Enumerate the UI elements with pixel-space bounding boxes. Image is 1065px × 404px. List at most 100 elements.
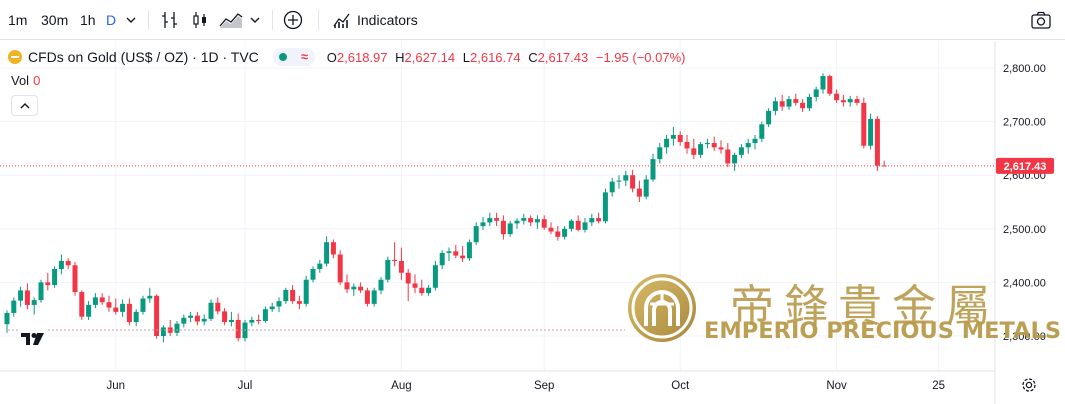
candle[interactable] [249, 316, 255, 327]
market-status-pill[interactable]: ≈ [272, 48, 315, 66]
candle[interactable] [426, 285, 432, 296]
candle[interactable] [473, 222, 479, 245]
candle[interactable] [766, 108, 772, 127]
interval-30m[interactable]: 30m [41, 12, 69, 28]
indicators-button[interactable]: Indicators [357, 12, 418, 28]
interval-1m[interactable]: 1m [8, 12, 28, 28]
candle[interactable] [262, 306, 268, 323]
candle[interactable] [643, 175, 649, 200]
candle[interactable] [310, 266, 316, 283]
candle[interactable] [181, 314, 187, 328]
chevron-down-icon[interactable] [250, 0, 260, 40]
candle[interactable] [677, 131, 683, 146]
candle[interactable] [779, 94, 785, 111]
candle[interactable] [834, 89, 840, 103]
candle[interactable] [487, 212, 493, 227]
indicators-icon[interactable] [332, 0, 352, 40]
chevron-down-icon[interactable] [126, 0, 136, 40]
candle[interactable] [521, 213, 527, 225]
candle[interactable] [344, 274, 350, 294]
compare-add-icon[interactable] [283, 0, 303, 40]
interval-1h[interactable]: 1h [80, 12, 96, 28]
candle[interactable] [460, 245, 466, 263]
candle[interactable] [378, 277, 384, 295]
candle[interactable] [276, 297, 282, 312]
candle[interactable] [800, 99, 806, 112]
candle[interactable] [732, 152, 738, 171]
candle[interactable] [228, 311, 234, 327]
candle[interactable] [52, 266, 58, 288]
candle[interactable] [330, 239, 336, 259]
candle[interactable] [215, 297, 221, 315]
candle[interactable] [568, 219, 574, 232]
candle[interactable] [194, 311, 200, 326]
candle[interactable] [283, 287, 289, 304]
candle[interactable] [745, 138, 751, 154]
candle[interactable] [589, 213, 595, 227]
candle[interactable] [99, 293, 105, 305]
candle[interactable] [806, 93, 812, 111]
candle[interactable] [38, 279, 44, 303]
candle[interactable] [140, 295, 146, 315]
candle[interactable] [412, 274, 418, 294]
candle[interactable] [868, 113, 874, 150]
candle[interactable] [4, 310, 10, 333]
candle[interactable] [86, 301, 92, 320]
candle[interactable] [160, 325, 166, 343]
candle[interactable] [704, 138, 710, 149]
interval-1d[interactable]: D [106, 12, 117, 28]
candle[interactable] [290, 285, 296, 304]
candle[interactable] [609, 177, 615, 197]
candle[interactable] [840, 94, 846, 107]
candle[interactable] [698, 141, 704, 159]
candle[interactable] [854, 95, 860, 106]
candle[interactable] [861, 97, 867, 149]
candle[interactable] [31, 297, 37, 315]
candle[interactable] [120, 299, 126, 317]
candle[interactable] [371, 287, 377, 307]
candle[interactable] [562, 226, 568, 240]
candle[interactable] [133, 309, 139, 327]
candle[interactable] [106, 295, 112, 312]
candle[interactable] [303, 275, 309, 307]
candle[interactable] [657, 143, 663, 164]
candle[interactable] [752, 135, 758, 150]
candle[interactable] [126, 298, 132, 326]
candle[interactable] [500, 215, 506, 240]
collapse-legend-button[interactable] [11, 95, 38, 116]
candle[interactable] [725, 143, 731, 168]
camera-icon[interactable] [1030, 0, 1052, 40]
candle[interactable] [201, 314, 207, 326]
candle[interactable] [208, 299, 214, 321]
candle[interactable] [575, 215, 581, 232]
candle[interactable] [58, 254, 64, 275]
candle[interactable] [405, 269, 411, 302]
candle[interactable] [650, 153, 656, 182]
candle[interactable] [548, 222, 554, 235]
candle[interactable] [507, 220, 513, 237]
candle[interactable] [337, 250, 343, 286]
candle[interactable] [324, 236, 330, 267]
candle[interactable] [398, 247, 404, 280]
candle[interactable] [555, 226, 561, 241]
bar-chart-style-icon[interactable] [160, 0, 180, 40]
candle[interactable] [596, 212, 602, 224]
candle[interactable] [45, 272, 51, 291]
candle[interactable] [670, 126, 676, 146]
candle[interactable] [154, 294, 160, 339]
candlestick-style-icon[interactable] [190, 0, 210, 40]
candle[interactable] [480, 217, 486, 230]
candle[interactable] [466, 239, 472, 261]
candle[interactable] [636, 180, 642, 202]
candle[interactable] [514, 218, 520, 229]
candle[interactable] [602, 188, 608, 224]
candle[interactable] [759, 121, 765, 142]
candle[interactable] [235, 313, 241, 342]
candle[interactable] [92, 293, 98, 309]
candle[interactable] [718, 140, 724, 154]
candle[interactable] [79, 290, 85, 320]
candle[interactable] [65, 258, 71, 269]
candle[interactable] [147, 287, 153, 303]
candle[interactable] [317, 259, 323, 273]
candle[interactable] [881, 160, 887, 167]
